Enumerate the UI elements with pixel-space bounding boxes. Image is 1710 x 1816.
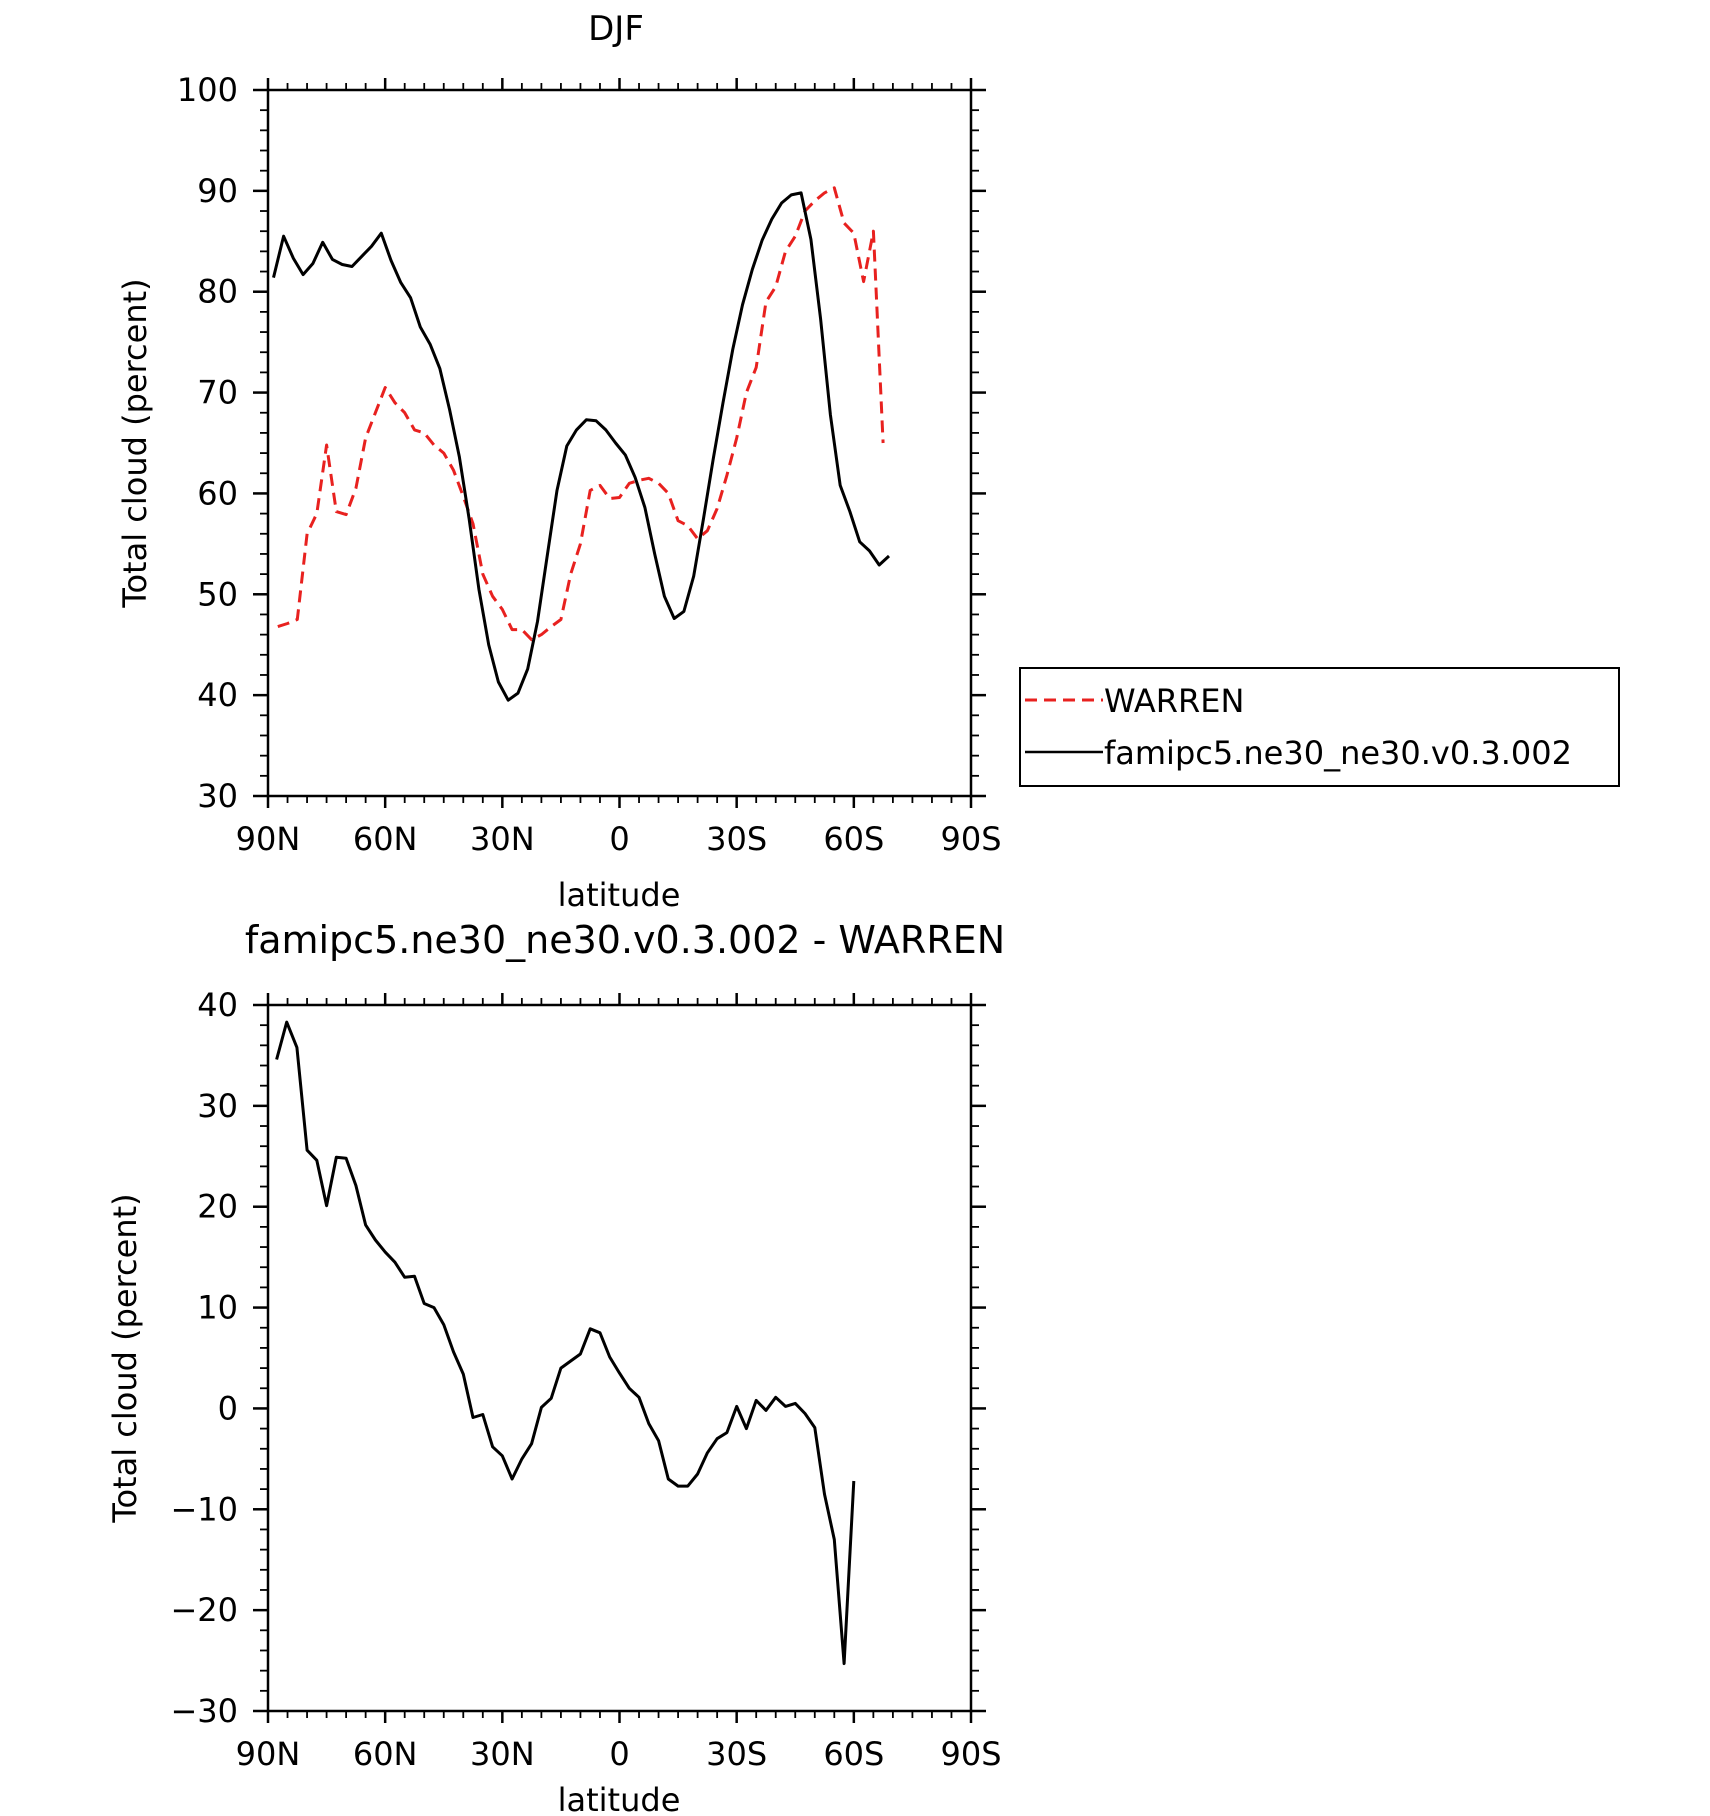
panel-title: DJF bbox=[588, 9, 644, 49]
x-tick-label: 30N bbox=[470, 820, 535, 858]
bottom-panel-difference: famipc5.ne30_ne30.v0.3.002 - WARREN 90N 6… bbox=[106, 918, 1005, 1816]
y-tick-label: 20 bbox=[197, 1188, 238, 1226]
top-panel-djf: DJF 90N 60N 30N 0 30S 60S 90S 30 40 50 60 70 80 90 100… bbox=[116, 9, 1620, 914]
x-tick-label: 0 bbox=[609, 820, 629, 858]
x-tick-label: 60S bbox=[823, 820, 884, 858]
x-axis-label: latitude bbox=[558, 876, 681, 914]
y-tick-label: −20 bbox=[170, 1591, 238, 1629]
x-tick-label: 30S bbox=[706, 820, 767, 858]
series-warren-line bbox=[277, 186, 885, 642]
y-tick-label: 70 bbox=[197, 374, 238, 412]
y-tick-label: 60 bbox=[197, 474, 238, 512]
y-tick-label: 0 bbox=[218, 1389, 238, 1427]
y-axis-label: Total cloud (percent) bbox=[116, 278, 154, 608]
x-tick-label: 0 bbox=[609, 1735, 629, 1773]
x-tick-label: 90N bbox=[236, 820, 301, 858]
x-tick-label: 30N bbox=[470, 1735, 535, 1773]
plot-frame bbox=[266, 1003, 973, 1713]
panel-title: famipc5.ne30_ne30.v0.3.002 - WARREN bbox=[245, 918, 1005, 962]
y-tick-label: −10 bbox=[170, 1490, 238, 1528]
legend-box bbox=[1019, 667, 1620, 787]
x-tick-label: 60S bbox=[823, 1735, 884, 1773]
y-tick-label: 50 bbox=[197, 575, 238, 613]
y-tick-label: 80 bbox=[197, 273, 238, 311]
legend-label-warren: WARREN bbox=[1104, 682, 1244, 720]
y-tick-label: 30 bbox=[197, 777, 238, 815]
y-axis-label: Total cloud (percent) bbox=[106, 1193, 144, 1523]
legend-label-model: famipc5.ne30_ne30.v0.3.002 bbox=[1104, 734, 1572, 772]
legend: WARREN famipc5.ne30_ne30.v0.3.002 bbox=[1019, 667, 1620, 787]
x-tick-label: 90N bbox=[236, 1735, 301, 1773]
series-model-line bbox=[272, 191, 891, 702]
y-tick-label: 40 bbox=[197, 676, 238, 714]
series-difference-line bbox=[275, 1020, 856, 1666]
plot-frame bbox=[266, 88, 973, 798]
x-axis-label: latitude bbox=[558, 1781, 681, 1816]
x-tick-label: 60N bbox=[353, 1735, 418, 1773]
x-tick-label: 90S bbox=[940, 820, 1001, 858]
y-tick-label: 30 bbox=[197, 1087, 238, 1125]
y-tick-label: 40 bbox=[197, 986, 238, 1024]
y-tick-label: 100 bbox=[177, 71, 238, 109]
y-tick-label: 10 bbox=[197, 1289, 238, 1327]
x-tick-label: 60N bbox=[353, 820, 418, 858]
x-tick-label: 30S bbox=[706, 1735, 767, 1773]
y-tick-label: −30 bbox=[170, 1692, 238, 1730]
x-tick-label: 90S bbox=[940, 1735, 1001, 1773]
y-tick-label: 90 bbox=[197, 172, 238, 210]
